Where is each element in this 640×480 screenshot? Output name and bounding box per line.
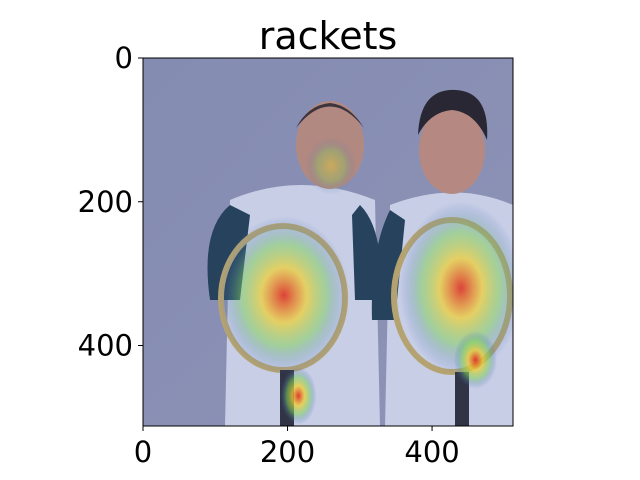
x-tick-label: 0: [134, 435, 152, 469]
heat-region-racket-right: [399, 201, 513, 375]
y-tick-label: 0: [115, 41, 133, 75]
y-tick-label: 400: [78, 329, 133, 363]
heatmap-image: [143, 58, 513, 426]
heat-region-handle-right: [453, 331, 498, 389]
x-tick-label: 400: [404, 435, 459, 469]
axes-frame: [142, 57, 514, 427]
heat-region-handle-left: [280, 367, 317, 425]
y-tick-label: 200: [78, 185, 133, 219]
heat-region-face-left: [305, 137, 357, 195]
x-tick-label: 200: [260, 435, 315, 469]
heat-region-racket-left: [218, 216, 349, 375]
chart-title: rackets: [259, 14, 398, 58]
